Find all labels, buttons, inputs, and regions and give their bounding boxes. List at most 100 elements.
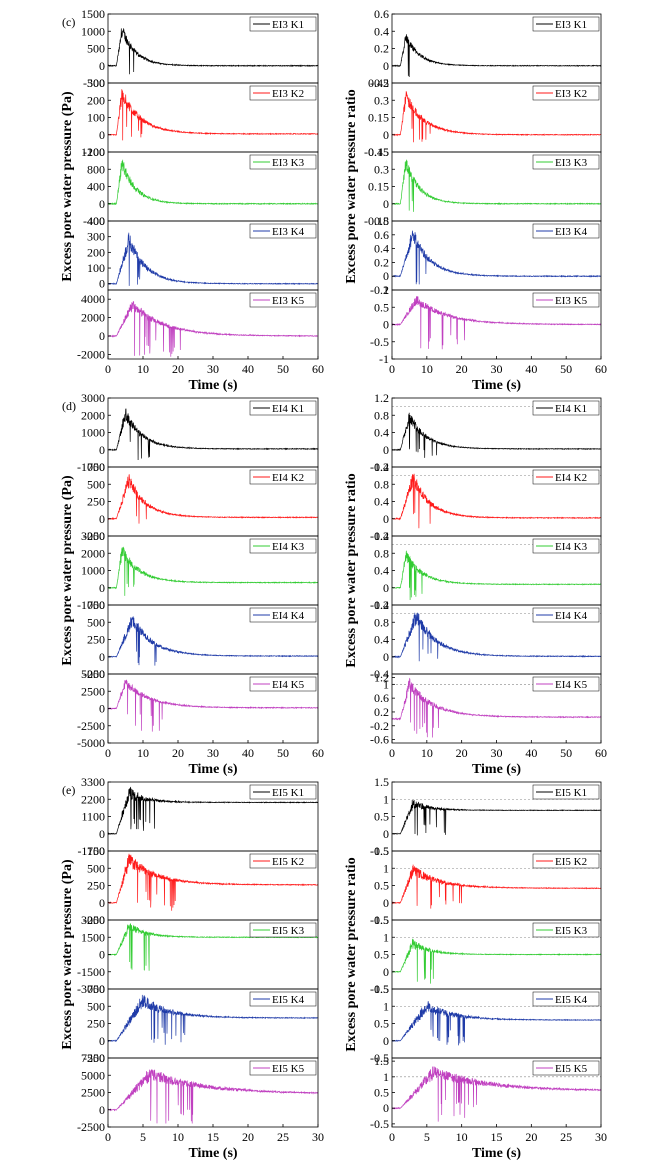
y-tick-label: -0.5 [370,913,389,927]
legend-box [249,1060,317,1076]
y-tick-label: 300 [87,230,105,244]
x-axis-label: Time (s) [188,762,237,777]
y-tick-label: 1.2 [374,391,389,405]
y-tick-label: -1 [379,352,389,366]
series-line [391,91,602,143]
x-tick-label: 20 [456,746,468,760]
subplot-right-2: -0.4 0 0.4 0.8 1.2 EI4 K2 [370,460,602,543]
y-tick-label: 250 [87,633,105,647]
y-tick-label: -1000 [77,460,105,474]
y-tick-label: 0.5 [374,879,389,893]
x-axis-label: Time (s) [472,1146,521,1161]
x-axis-label: Time (s) [472,378,521,393]
y-tick-label: 500 [87,999,105,1013]
x-tick-label: 25 [277,1130,289,1144]
legend-label: EI3 K3 [272,157,305,169]
x-tick-label: 20 [172,746,184,760]
series-line [391,473,601,529]
y-tick-label: 800 [87,162,105,176]
legend-box [532,853,600,869]
legend-label: EI4 K1 [272,403,304,415]
series-line [391,550,602,601]
subplot-right-5: -0.6-0.20.20.611.2 EI4 K5 [370,670,602,747]
legend-label: EI4 K5 [555,679,588,691]
legend-label: EI4 K2 [272,472,304,484]
legend-box [532,400,600,416]
legend-label: EI3 K2 [555,88,587,100]
series-line [391,864,602,909]
y-tick-label: 2000 [81,408,105,422]
y-tick-label: -2000 [77,347,105,361]
y-tick-label: 1.5 [374,1054,389,1068]
y-tick-label: 2500 [81,1086,105,1100]
y-tick-label: 5000 [81,667,105,681]
y-tick-label: -0.2 [370,719,389,733]
subplot-left-1: -1000 0 1000 2000 3000 EI4 K1 [77,391,319,474]
y-tick-label: 0.15 [368,180,389,194]
y-tick-label: 0 [383,443,389,457]
legend-box [532,16,600,32]
x-tick-label: 40 [242,746,254,760]
legend-label: EI3 K5 [272,295,305,307]
subplot-left-1: -1100 0 1100 2200 3300 EI5 K1 [77,775,319,858]
y-tick-label: 250 [87,879,105,893]
y-tick-label: 0 [99,197,105,211]
y-tick-label: 0 [383,269,389,283]
y-tick-label: 1 [383,792,389,806]
x-tick-label: 40 [525,362,537,376]
y-tick-label: 0 [383,1101,389,1115]
legend-box [249,292,317,308]
y-tick-label: 1100 [81,810,105,824]
y-tick-label: -0.5 [370,982,389,996]
y-tick-label: 750 [87,598,105,612]
subplot-right-3: -0.15 0 0.15 0.3 0.45 EI3 K3 [364,145,602,228]
y-tick-label: 500 [87,477,105,491]
y-tick-label: 0.3 [374,93,389,107]
y-tick-label: 0.6 [374,228,389,242]
x-tick-label: 10 [137,746,149,760]
y-tick-label: -2500 [77,1120,105,1134]
y-tick-label: -0.15 [364,214,389,228]
subplot-right-1: -0.5 0 0.5 1 1.5 EI5 K1 [370,775,602,858]
subplot-right-3: -0.5 0 0.5 1 1.5 EI5 K3 [370,913,602,996]
series-line [107,853,319,911]
legend-label: EI5 K3 [272,925,305,937]
y-tick-label: 0.6 [374,691,389,705]
y-tick-label: 0.8 [374,408,389,422]
subplot-right-2: -0.15 0 0.15 0.3 0.45 EI3 K2 [364,76,602,159]
y-tick-label: 750 [87,844,105,858]
subplot-right-5: -0.5 00.5 1 1.5 EI5 K5 [370,1054,602,1131]
y-tick-label: -2500 [77,719,105,733]
y-axis-label: Excess pore water pressure (Pa) [60,859,75,1050]
y-tick-label: 0.4 [374,426,389,440]
y-tick-label: 400 [87,180,105,194]
legend-box [532,607,600,623]
y-tick-label: -0.15 [364,145,389,159]
legend-label: EI5 K2 [272,856,304,868]
y-tick-label: 0 [383,197,389,211]
y-tick-label: 200 [87,245,105,259]
legend-box [249,853,317,869]
x-axis-label: Time (s) [188,1146,237,1161]
y-tick-label: 1.2 [374,529,389,543]
y-tick-label: 0.2 [374,705,389,719]
legend-label: EI4 K2 [555,472,587,484]
y-tick-label: 0 [383,1034,389,1048]
y-tick-label: 2500 [81,684,105,698]
legend-label: EI3 K1 [272,19,304,31]
y-tick-label: 400 [87,214,105,228]
y-tick-label: 3300 [81,775,105,789]
y-tick-label: -0.5 [370,335,389,349]
x-tick-label: 0 [389,1130,395,1144]
y-tick-label: -1000 [77,598,105,612]
legend-label: EI4 K3 [555,541,588,553]
x-tick-label: 10 [421,362,433,376]
series-line [107,786,319,835]
legend-box [249,922,317,938]
x-tick-label: 25 [560,1130,572,1144]
group-label: (c) [62,15,75,29]
legend-label: EI5 K2 [555,856,587,868]
x-tick-label: 10 [456,1130,468,1144]
subplot-left-3: -3000 -1500 0 1500 3000 EI5 K3 [77,913,319,996]
